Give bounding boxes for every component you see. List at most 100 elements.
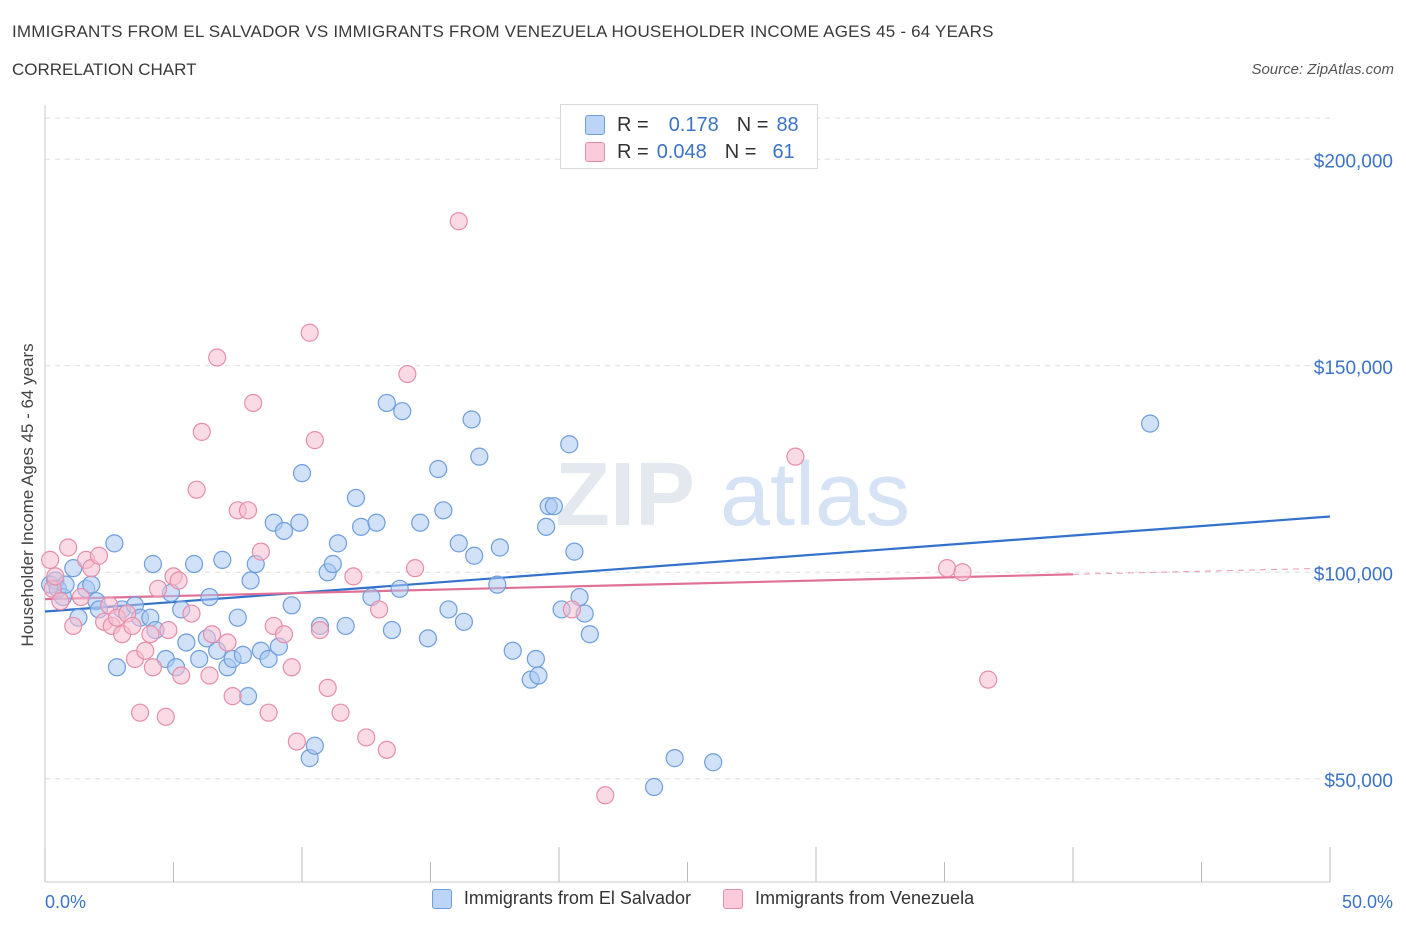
point-el-salvador	[390, 579, 409, 598]
legend-item-venezuela: Immigrants from Venezuela	[722, 888, 975, 909]
n-value: 88	[776, 113, 799, 136]
point-el-salvador	[439, 600, 458, 619]
point-el-salvador	[107, 658, 127, 677]
point-venezuela	[300, 323, 319, 342]
point-el-salvador	[411, 513, 430, 532]
y-tick-label: $50,000	[1324, 771, 1393, 792]
point-venezuela	[937, 559, 957, 578]
point-venezuela	[305, 431, 324, 450]
point-el-salvador	[346, 488, 366, 508]
x-tick-label: 0.0%	[45, 892, 86, 912]
trend-line-el-salvador	[44, 515, 1331, 613]
point-venezuela	[331, 703, 350, 722]
legend-row-venezuela: R = 0.048 N = 61	[585, 140, 795, 164]
point-venezuela	[310, 620, 330, 640]
point-el-salvador	[238, 687, 258, 706]
point-el-salvador	[462, 410, 481, 429]
point-el-salvador	[233, 645, 252, 664]
r-value: 0.178	[668, 113, 719, 136]
point-el-salvador	[213, 550, 232, 569]
blue-swatch	[431, 888, 452, 909]
point-venezuela	[344, 567, 363, 586]
point-el-salvador	[429, 459, 448, 479]
point-venezuela	[218, 633, 237, 652]
point-el-salvador	[336, 616, 355, 636]
point-el-salvador	[1140, 414, 1160, 433]
point-venezuela	[71, 587, 91, 607]
n-label: N =	[724, 140, 757, 163]
point-el-salvador	[305, 736, 324, 755]
point-venezuela	[136, 641, 155, 660]
point-el-salvador	[200, 587, 219, 607]
point-venezuela	[244, 393, 263, 413]
blue-swatch	[585, 115, 605, 135]
point-el-salvador	[367, 513, 386, 532]
point-el-salvador	[544, 497, 563, 516]
point-venezuela	[562, 600, 581, 619]
n-value: 61	[772, 140, 795, 163]
point-venezuela	[953, 563, 972, 582]
trend-line-venezuela-extension	[1072, 567, 1331, 575]
point-el-salvador	[184, 554, 204, 574]
n-label: N =	[736, 113, 769, 136]
point-el-salvador	[454, 612, 474, 631]
point-venezuela	[172, 666, 191, 685]
point-el-salvador	[292, 464, 312, 483]
point-el-salvador	[352, 517, 371, 536]
watermark-atlas: atlas	[720, 445, 910, 545]
y-tick-label: $150,000	[1314, 358, 1393, 379]
legend-label: Immigrants from El Salvador	[463, 888, 691, 908]
point-el-salvador	[560, 435, 579, 454]
point-venezuela	[187, 480, 206, 499]
point-venezuela	[786, 447, 805, 466]
point-venezuela	[282, 658, 301, 677]
point-venezuela	[156, 707, 175, 726]
point-venezuela	[51, 592, 70, 611]
point-venezuela	[192, 422, 211, 441]
point-venezuela	[259, 703, 278, 722]
point-el-salvador	[64, 559, 83, 578]
point-el-salvador	[241, 571, 260, 590]
point-el-salvador	[526, 649, 545, 669]
point-venezuela	[130, 703, 150, 722]
point-venezuela	[89, 546, 109, 565]
watermark-zip: ZIP	[555, 445, 695, 545]
legend-item-el-salvador: Immigrants from El Salvador	[431, 888, 691, 909]
point-el-salvador	[228, 608, 247, 627]
x-tick-label: 50.0%	[1342, 892, 1393, 912]
point-el-salvador	[328, 534, 348, 553]
point-venezuela	[596, 786, 615, 805]
point-el-salvador	[323, 554, 342, 574]
point-venezuela	[46, 567, 65, 586]
legend-label: Immigrants from Venezuela	[754, 888, 975, 908]
point-el-salvador	[377, 393, 396, 413]
point-venezuela	[238, 501, 258, 520]
y-tick-label: $200,000	[1314, 151, 1393, 172]
point-venezuela	[169, 571, 188, 590]
point-el-salvador	[704, 753, 723, 772]
point-venezuela	[159, 620, 178, 640]
point-el-salvador	[290, 513, 309, 532]
point-venezuela	[979, 670, 998, 689]
point-venezuela	[141, 625, 160, 644]
point-el-salvador	[488, 575, 507, 594]
point-venezuela	[200, 666, 219, 685]
point-el-salvador	[644, 777, 664, 797]
data-points	[41, 212, 1160, 805]
point-el-salvador	[259, 649, 278, 669]
point-venezuela	[405, 559, 425, 578]
point-el-salvador	[503, 641, 522, 660]
point-venezuela	[64, 616, 83, 636]
r-label: R =	[617, 140, 649, 163]
point-el-salvador	[282, 596, 301, 615]
r-value: 0.048	[656, 140, 707, 163]
point-venezuela	[449, 212, 468, 231]
pink-swatch	[585, 142, 605, 162]
point-el-salvador	[434, 501, 453, 520]
y-axis-label: Householder Income Ages 45 - 64 years	[18, 343, 37, 647]
point-el-salvador	[665, 749, 684, 768]
point-el-salvador	[105, 534, 124, 553]
point-el-salvador	[143, 554, 163, 574]
point-venezuela	[182, 604, 201, 623]
